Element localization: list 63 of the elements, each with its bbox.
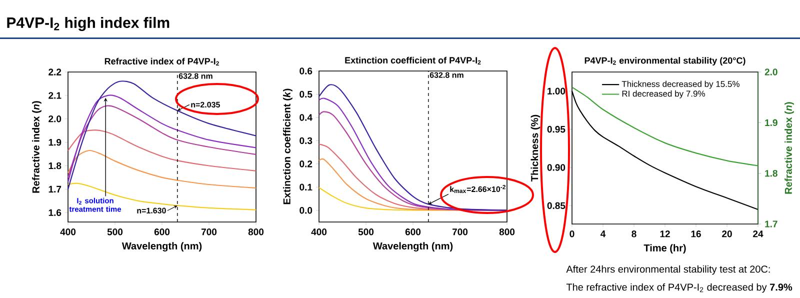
x-tick-label: 12 <box>660 230 670 238</box>
line-series <box>67 150 257 189</box>
legend-label: Thickness decreased by 15.5% <box>622 80 740 89</box>
x-tick-label: 500 <box>358 228 374 236</box>
ref-line-label: 632.8 nm <box>430 72 464 78</box>
x-tick-label: 0 <box>570 230 574 238</box>
x-tick-label: 24 <box>753 230 764 238</box>
x-tick-label: 700 <box>201 228 217 236</box>
annotation: k$_{max}$=2.66×10$^{-2}$ <box>450 184 506 194</box>
y-axis-title: Refractive index (n) <box>32 101 42 193</box>
y-tick-label: 1.6 <box>48 209 62 216</box>
y-tick-label: 1.00 <box>548 88 566 94</box>
y-tick-label: 0.95 <box>547 126 566 133</box>
chart-title: Extinction coefficient of P4VP-I$_{2}$ <box>345 56 481 64</box>
y-axis-title: Extinction coefficient (k) <box>283 88 292 204</box>
x-tick-label: 800 <box>248 228 264 236</box>
annotation: n=2.035 <box>191 102 220 108</box>
y2-tick-label: 1.7 <box>765 220 778 228</box>
y-tick-label: 0.90 <box>547 164 566 171</box>
y-tick-label: 0.3 <box>300 137 312 144</box>
line-series <box>67 94 257 183</box>
line-series <box>67 80 257 190</box>
y-tick-label: 1.9 <box>48 138 62 146</box>
y-tick-label: 2.0 <box>48 116 62 122</box>
y-tick-label: 0.6 <box>300 68 312 74</box>
y-tick-label: 0.2 <box>300 160 312 168</box>
x-tick-label: 600 <box>154 228 170 236</box>
y-tick-label: 0.4 <box>300 114 312 121</box>
y-tick-label: 0.1 <box>300 184 312 191</box>
chart-title: P4VP-I$_{2}$ environmental stability (20°C) <box>584 57 746 66</box>
x-tick-label: 20 <box>722 230 732 238</box>
x-axis-title: Wavelength (nm) <box>372 242 453 252</box>
x-tick-label: 4 <box>600 230 606 238</box>
y2-axis-title: Refractive index (n) <box>784 102 794 194</box>
x-tick-label: 700 <box>452 228 468 236</box>
x-tick-label: 800 <box>499 228 515 236</box>
y-tick-label: 1.8 <box>48 162 62 170</box>
x-tick-label: 400 <box>311 228 327 236</box>
x-tick-label: 16 <box>691 230 701 238</box>
y-tick-label: 0.85 <box>547 202 566 210</box>
text: After 24hrs environmental stability test at 20C: <box>566 265 770 275</box>
y2-tick-label: 2.0 <box>764 68 778 76</box>
chart-title: Refractive index of P4VP-I$_{2}$ <box>104 58 219 66</box>
y-tick-label: 2.1 <box>48 92 62 99</box>
y-tick-label: 2.2 <box>48 68 62 76</box>
y-tick-label: 0.0 <box>300 207 312 214</box>
y-tick-label: 1.7 <box>48 186 62 192</box>
x-axis-title: Wavelength (nm) <box>122 242 202 252</box>
ref-line-label: 632.8 nm <box>178 73 212 79</box>
x-tick-label: 400 <box>60 228 76 236</box>
y2-tick-label: 1.8 <box>765 170 778 177</box>
y-axis-title: Thickness (%) <box>530 114 540 182</box>
text: The refractive index of P4VP-I$_{2}$ decreased by 7.9% <box>566 283 792 293</box>
x-tick-label: 8 <box>632 230 636 238</box>
line-series <box>67 130 257 172</box>
x-tick-label: 500 <box>107 228 123 236</box>
y2-tick-label: 1.9 <box>765 119 778 126</box>
text: P4VP-I$_{2}$ high index film <box>7 16 170 32</box>
annotation: n=1.630 <box>137 208 166 214</box>
x-tick-label: 600 <box>405 228 421 236</box>
legend-label: RI decreased by 7.9% <box>622 90 705 98</box>
x-axis-title: Time (hr) <box>644 244 686 254</box>
y-tick-label: 0.5 <box>300 90 312 98</box>
